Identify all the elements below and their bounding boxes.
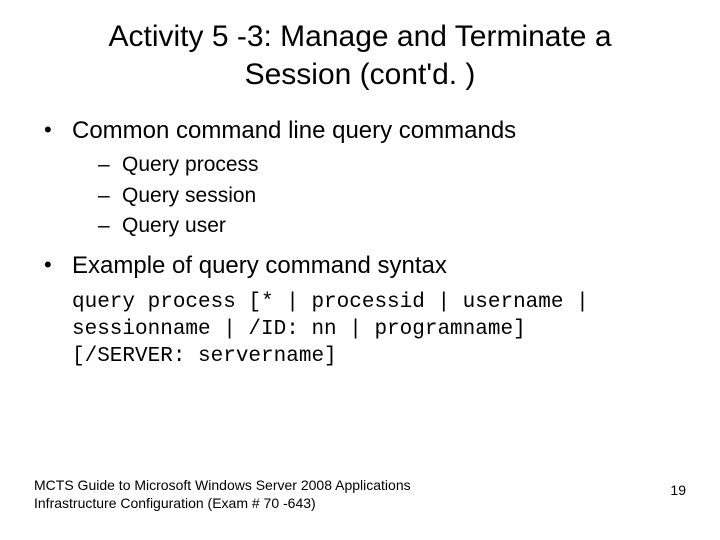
slide-body: Common command line query commands Query…: [0, 103, 720, 371]
page-number: 19: [670, 482, 686, 498]
title-line-1: Activity 5 -3: Manage and Terminate a: [108, 20, 611, 53]
code-line-1: query process [* | processid | username …: [72, 291, 589, 314]
title-line-2: Session (cont'd. ): [245, 58, 476, 91]
bullet-common-commands: Common command line query commands Query…: [34, 115, 686, 240]
slide-title: Activity 5 -3: Manage and Terminate a Se…: [0, 0, 720, 103]
code-line-3: [/SERVER: servername]: [72, 345, 337, 368]
code-line-2: sessionname | /ID: nn | programname]: [72, 318, 526, 341]
footer-left: MCTS Guide to Microsoft Windows Server 2…: [34, 476, 411, 512]
code-block: query process [* | processid | username …: [34, 289, 686, 371]
footer-line-2: Infrastructure Configuration (Exam # 70 …: [34, 495, 316, 511]
footer-line-1: MCTS Guide to Microsoft Windows Server 2…: [34, 477, 411, 493]
slide: Activity 5 -3: Manage and Terminate a Se…: [0, 0, 720, 540]
sub-bullet-query-session: Query session: [72, 182, 686, 210]
sub-bullet-query-user: Query user: [72, 212, 686, 240]
sub-bullet-query-process: Query process: [72, 151, 686, 179]
bullet-text: Example of query command syntax: [72, 252, 447, 279]
bullet-text: Common command line query commands: [72, 117, 516, 144]
sub-bullet-list: Query process Query session Query user: [72, 151, 686, 240]
bullet-list: Common command line query commands Query…: [34, 115, 686, 283]
bullet-example-syntax: Example of query command syntax: [34, 250, 686, 282]
